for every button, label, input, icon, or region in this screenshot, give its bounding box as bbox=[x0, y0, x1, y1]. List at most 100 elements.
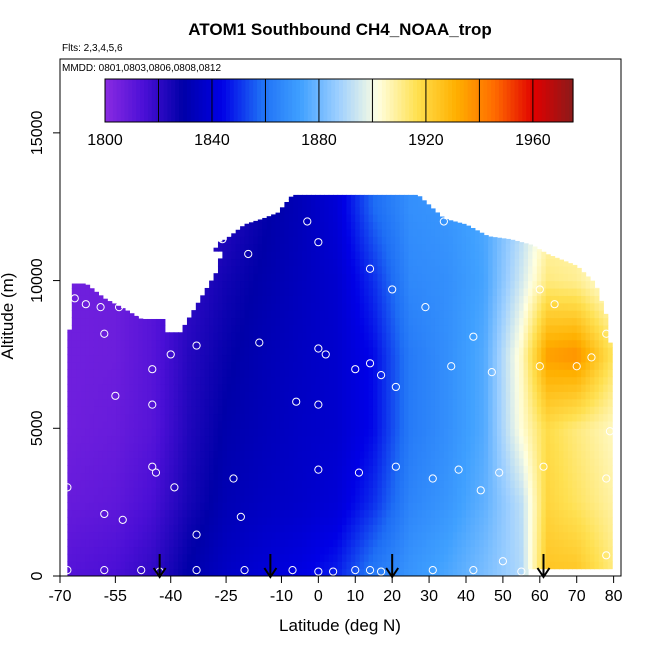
heat-cell bbox=[550, 494, 556, 503]
heat-cell bbox=[550, 273, 556, 282]
heat-cell bbox=[448, 457, 454, 466]
heat-cell bbox=[403, 347, 410, 356]
heat-cell bbox=[107, 354, 113, 363]
heat-cell bbox=[102, 539, 108, 548]
heat-cell bbox=[302, 443, 308, 452]
heat-cell bbox=[213, 287, 219, 296]
heat-cell bbox=[505, 457, 511, 466]
heat-cell bbox=[129, 443, 135, 452]
heat-cell bbox=[527, 479, 534, 488]
heat-cell bbox=[204, 413, 210, 422]
heat-cell bbox=[302, 524, 308, 533]
heat-cell bbox=[510, 324, 516, 333]
heat-cell bbox=[200, 302, 206, 311]
heat-cell bbox=[164, 347, 170, 356]
heat-cell bbox=[129, 457, 135, 466]
heat-cell bbox=[452, 265, 458, 274]
heat-cell bbox=[178, 435, 184, 444]
heat-cell bbox=[271, 457, 277, 466]
heat-cell bbox=[368, 398, 374, 407]
heat-cell bbox=[200, 391, 206, 400]
heat-cell bbox=[107, 369, 113, 378]
heat-cell bbox=[217, 539, 223, 548]
heat-cell bbox=[527, 502, 534, 511]
heat-cell bbox=[253, 295, 259, 304]
heat-cell bbox=[107, 317, 113, 326]
heat-cell bbox=[355, 339, 361, 348]
heat-cell bbox=[474, 509, 480, 518]
heat-cell bbox=[372, 472, 379, 481]
heat-cell bbox=[226, 479, 232, 488]
heat-cell bbox=[319, 487, 325, 496]
heat-cell bbox=[470, 354, 476, 363]
heat-cell bbox=[142, 479, 148, 488]
heat-cell bbox=[266, 369, 272, 378]
heat-cell bbox=[527, 369, 534, 378]
heat-cell bbox=[333, 287, 339, 296]
heat-cell bbox=[368, 324, 374, 333]
heat-cell bbox=[350, 568, 356, 576]
heat-cell bbox=[372, 406, 379, 415]
heat-cell bbox=[377, 472, 383, 481]
heat-cell bbox=[474, 258, 480, 267]
heat-cell bbox=[417, 221, 423, 230]
heat-cell bbox=[501, 369, 507, 378]
heat-cell bbox=[133, 561, 139, 570]
heat-cell bbox=[142, 553, 148, 562]
heat-cell bbox=[71, 561, 77, 570]
heat-cell bbox=[421, 479, 427, 488]
heat-cell bbox=[182, 347, 188, 356]
heat-cell bbox=[107, 361, 113, 370]
heat-cell bbox=[209, 546, 215, 555]
heat-cell bbox=[399, 568, 405, 576]
heat-cell bbox=[302, 347, 308, 356]
heat-cell bbox=[107, 472, 113, 481]
heat-cell bbox=[279, 413, 285, 422]
heat-cell bbox=[293, 465, 299, 474]
heat-cell bbox=[492, 354, 498, 363]
heat-cell bbox=[279, 280, 285, 289]
heat-cell bbox=[102, 457, 108, 466]
heat-cell bbox=[341, 280, 348, 289]
heat-cell bbox=[403, 258, 410, 267]
heat-cell bbox=[492, 435, 498, 444]
heat-cell bbox=[519, 516, 525, 525]
heat-cell bbox=[319, 199, 325, 208]
heat-cell bbox=[341, 265, 348, 274]
heat-cell bbox=[527, 295, 534, 304]
heat-cell bbox=[372, 420, 379, 429]
heat-cell bbox=[98, 332, 104, 341]
heat-cell bbox=[195, 428, 201, 437]
heat-cell bbox=[350, 391, 356, 400]
heat-cell bbox=[381, 561, 387, 570]
heat-cell bbox=[492, 273, 498, 282]
heat-cell bbox=[333, 465, 339, 474]
heat-cell bbox=[492, 310, 498, 319]
heat-cell bbox=[465, 339, 472, 348]
heat-cell bbox=[350, 472, 356, 481]
heat-cell bbox=[461, 265, 467, 274]
heat-cell bbox=[231, 243, 237, 252]
heat-cell bbox=[262, 516, 268, 525]
heat-cell bbox=[155, 324, 161, 333]
heat-cell bbox=[226, 383, 232, 392]
heat-cell bbox=[76, 553, 82, 562]
heat-cell bbox=[426, 280, 432, 289]
heat-cell bbox=[395, 502, 401, 511]
heat-cell bbox=[248, 258, 254, 267]
heat-cell bbox=[496, 361, 503, 370]
heat-cell bbox=[129, 561, 135, 570]
heat-cell bbox=[479, 302, 485, 311]
heat-cell bbox=[372, 494, 379, 503]
heat-cell bbox=[527, 443, 534, 452]
heat-cell bbox=[155, 502, 161, 511]
heat-cell bbox=[461, 391, 467, 400]
heat-cell bbox=[403, 376, 410, 385]
heat-cell bbox=[412, 295, 418, 304]
heat-cell bbox=[350, 487, 356, 496]
heat-cell bbox=[275, 258, 281, 267]
heat-cell bbox=[465, 428, 472, 437]
heat-cell bbox=[474, 568, 480, 576]
heat-cell bbox=[390, 251, 396, 260]
heat-cell bbox=[492, 509, 498, 518]
